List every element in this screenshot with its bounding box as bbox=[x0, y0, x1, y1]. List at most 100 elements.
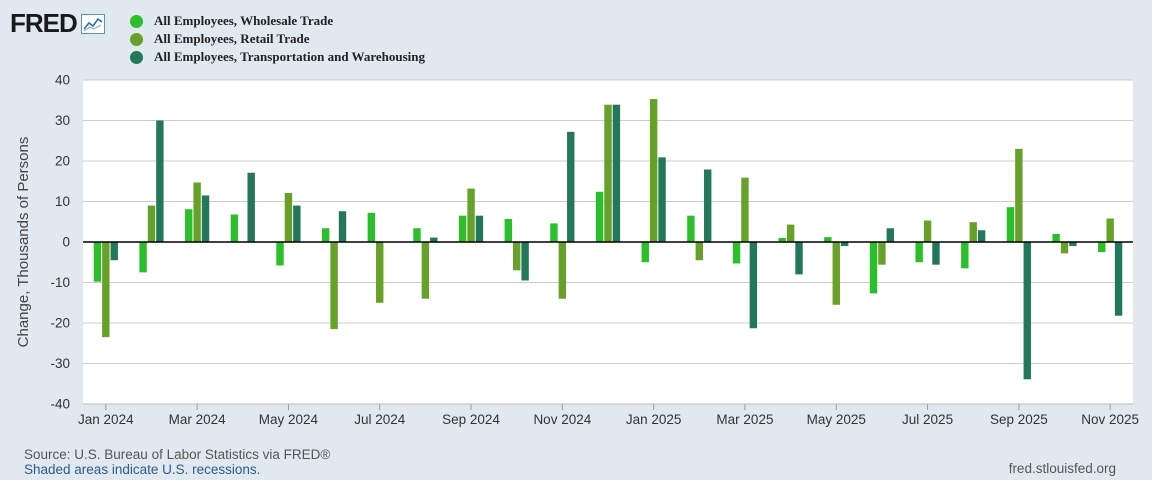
x-tick-label: Nov 2025 bbox=[1081, 412, 1139, 427]
bar bbox=[695, 242, 703, 261]
bar bbox=[567, 131, 575, 242]
bar bbox=[1114, 242, 1123, 316]
bar bbox=[795, 242, 803, 275]
bar bbox=[475, 215, 484, 242]
bar bbox=[421, 242, 430, 299]
legend-item[interactable]: All Employees, Transportation and Wareho… bbox=[130, 48, 425, 66]
bar bbox=[93, 242, 102, 282]
bar bbox=[840, 242, 849, 247]
y-tick-label: 0 bbox=[62, 235, 70, 250]
legend-label: All Employees, Wholesale Trade bbox=[154, 13, 334, 28]
bar bbox=[247, 172, 255, 242]
bar bbox=[604, 104, 612, 243]
y-axis-title: Change, Thousands of Persons bbox=[15, 137, 32, 348]
source-note: Source: U.S. Bureau of Labor Statistics … bbox=[24, 447, 331, 462]
bar bbox=[1060, 242, 1069, 254]
y-tick-label: 20 bbox=[55, 154, 70, 169]
y-tick-label: -10 bbox=[50, 275, 70, 290]
x-tick-label: Sep 2025 bbox=[990, 412, 1048, 427]
bar bbox=[915, 242, 923, 263]
bar bbox=[558, 242, 567, 299]
bar bbox=[1006, 207, 1015, 242]
bar bbox=[139, 242, 147, 273]
x-tick-label: Jan 2024 bbox=[78, 412, 134, 427]
bar bbox=[156, 120, 164, 242]
fred-logo-text: FRED bbox=[10, 8, 78, 38]
bar bbox=[749, 242, 758, 329]
legend-label: All Employees, Retail Trade bbox=[154, 31, 310, 46]
bar bbox=[786, 224, 795, 242]
bar bbox=[467, 188, 475, 242]
bar bbox=[147, 205, 156, 242]
fred-site-link[interactable]: fred.stlouisfed.org bbox=[1008, 461, 1116, 476]
bar bbox=[293, 205, 301, 242]
bar bbox=[869, 242, 878, 294]
bar bbox=[649, 99, 658, 242]
legend-marker-icon bbox=[130, 50, 143, 64]
bar bbox=[1069, 242, 1077, 247]
bar bbox=[886, 228, 895, 242]
bar bbox=[969, 222, 977, 242]
bar bbox=[321, 228, 330, 242]
bar bbox=[878, 242, 886, 265]
bar bbox=[201, 195, 210, 242]
bar bbox=[193, 182, 201, 242]
bar bbox=[732, 242, 741, 264]
bar bbox=[367, 212, 376, 242]
bar bbox=[687, 215, 695, 242]
x-tick-label: Mar 2025 bbox=[716, 412, 773, 427]
x-tick-label: May 2025 bbox=[807, 412, 866, 427]
x-tick-label: Jul 2024 bbox=[354, 412, 406, 427]
legend-marker-icon bbox=[130, 32, 143, 46]
bar bbox=[741, 177, 749, 242]
bar bbox=[504, 218, 512, 242]
bar bbox=[102, 242, 110, 338]
bar bbox=[641, 242, 649, 263]
bar bbox=[413, 228, 421, 242]
bar bbox=[961, 242, 969, 269]
legend-item[interactable]: All Employees, Wholesale Trade bbox=[130, 12, 425, 30]
y-tick-label: -30 bbox=[50, 356, 70, 371]
bar bbox=[338, 211, 347, 242]
bar bbox=[110, 242, 118, 261]
bar bbox=[1098, 242, 1106, 253]
bar bbox=[704, 169, 712, 242]
bar bbox=[1023, 242, 1031, 380]
y-tick-label: 40 bbox=[55, 73, 70, 88]
bar bbox=[658, 157, 666, 242]
bar bbox=[550, 223, 558, 242]
bar bbox=[1052, 233, 1060, 242]
bar bbox=[376, 242, 384, 303]
y-tick-label: 30 bbox=[55, 113, 70, 128]
bar bbox=[1015, 148, 1023, 242]
x-tick-label: Jan 2025 bbox=[626, 412, 682, 427]
bar bbox=[1106, 218, 1114, 242]
bar bbox=[230, 214, 239, 242]
bar bbox=[458, 215, 467, 242]
fred-chart-icon bbox=[80, 13, 105, 34]
x-tick-label: Sep 2024 bbox=[442, 412, 500, 427]
bar bbox=[513, 242, 521, 271]
bar bbox=[977, 230, 986, 242]
bar bbox=[612, 104, 621, 243]
legend-item[interactable]: All Employees, Retail Trade bbox=[130, 30, 425, 48]
y-tick-label: -20 bbox=[50, 316, 70, 331]
bar bbox=[824, 237, 832, 242]
x-tick-label: Mar 2024 bbox=[169, 412, 227, 427]
bar bbox=[521, 242, 529, 281]
y-tick-label: -40 bbox=[50, 397, 70, 412]
bar bbox=[932, 242, 940, 265]
recession-note-link[interactable]: Shaded areas indicate U.S. recessions. bbox=[24, 462, 261, 477]
bar bbox=[778, 237, 786, 242]
bar bbox=[276, 242, 284, 266]
bar bbox=[284, 193, 293, 242]
chart-footer: Source: U.S. Bureau of Labor Statistics … bbox=[24, 447, 330, 477]
y-tick-label: 10 bbox=[55, 194, 70, 209]
bar bbox=[185, 209, 193, 242]
x-tick-label: Jul 2025 bbox=[902, 412, 953, 427]
bar bbox=[832, 242, 840, 305]
x-tick-label: May 2024 bbox=[259, 412, 319, 427]
legend-label: All Employees, Transportation and Wareho… bbox=[154, 49, 426, 64]
fred-logo[interactable]: FRED bbox=[10, 8, 105, 39]
